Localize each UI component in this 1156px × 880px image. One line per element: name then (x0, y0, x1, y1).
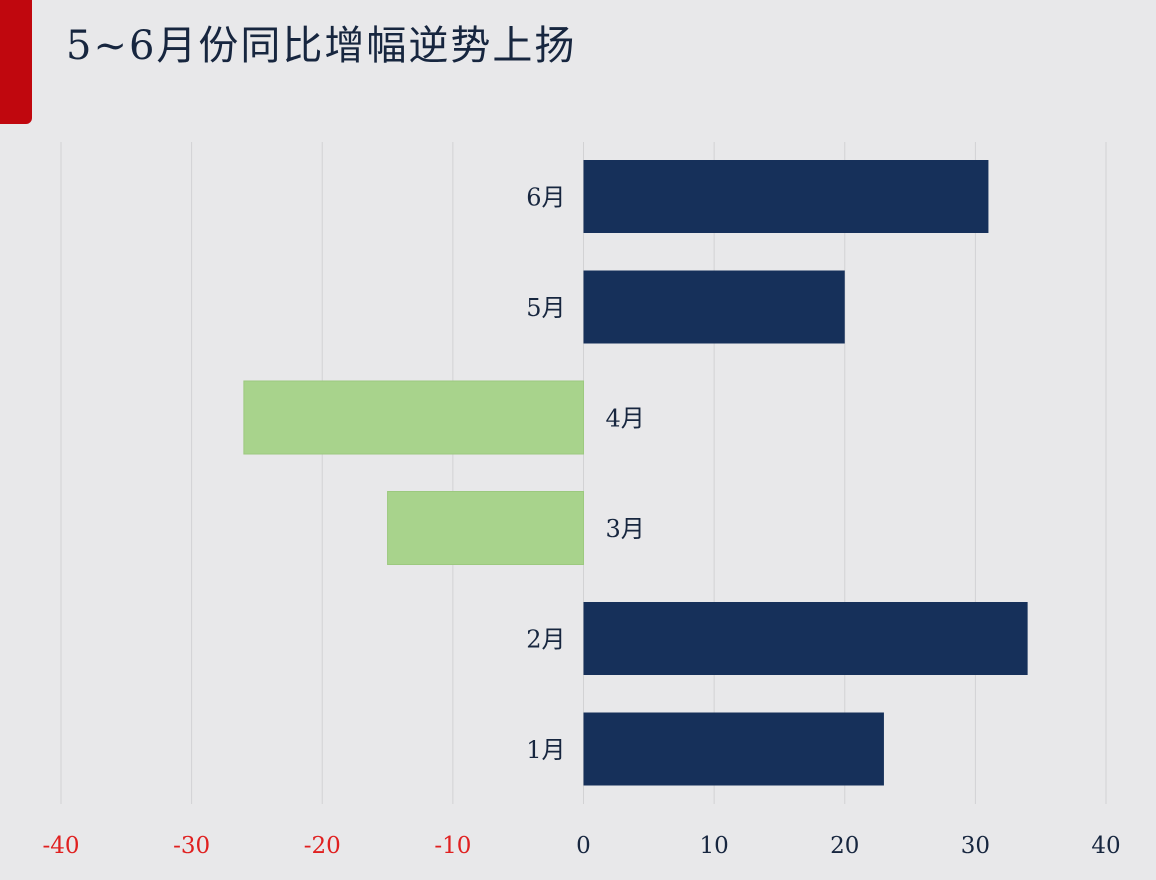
x-tick-label: 30 (961, 833, 990, 859)
x-tick-label: -30 (173, 833, 210, 859)
bar-3 (243, 380, 584, 455)
bar-1 (583, 160, 989, 233)
bar-6 (583, 712, 884, 786)
category-label: 6月 (526, 184, 565, 212)
x-tick-label: -20 (304, 833, 341, 859)
category-label: 2月 (526, 626, 565, 654)
x-tick-label: 10 (699, 833, 728, 859)
bar-4 (387, 491, 584, 565)
title-accent-bar (0, 0, 32, 124)
x-tick-label: 0 (576, 833, 591, 859)
x-tick-label: -40 (42, 833, 79, 859)
bar-2 (583, 270, 845, 344)
category-label: 4月 (606, 405, 645, 433)
category-label: 5月 (526, 294, 565, 322)
x-tick-label: 40 (1091, 833, 1120, 859)
category-label: 1月 (526, 736, 565, 764)
bar-5 (583, 602, 1028, 675)
x-tick-label: 20 (830, 833, 859, 859)
category-label: 3月 (606, 515, 645, 543)
x-tick-label: -10 (434, 833, 471, 859)
page-title: 5~6月份同比增幅逆势上扬 (66, 23, 577, 69)
